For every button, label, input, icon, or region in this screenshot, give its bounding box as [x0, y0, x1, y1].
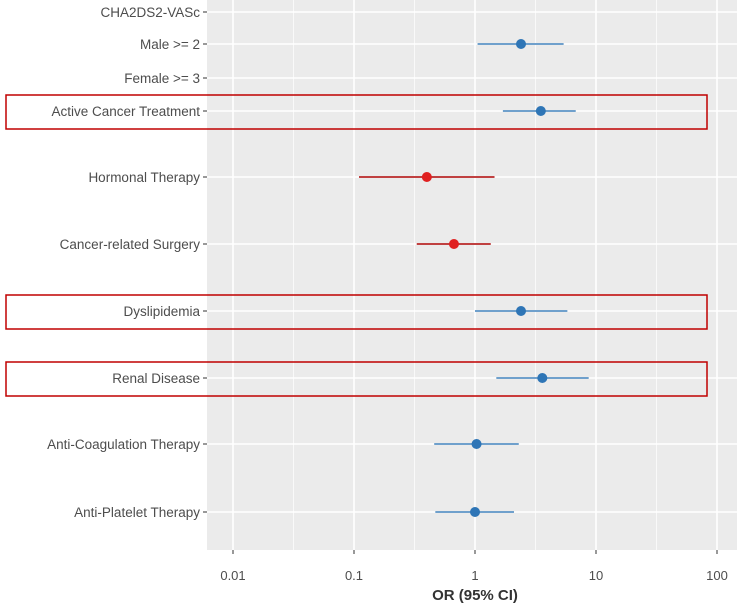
or-point	[448, 239, 459, 249]
x-tick-label: 0.01	[220, 568, 245, 583]
point-layer	[421, 39, 548, 517]
or-point	[516, 39, 527, 49]
row-label: CHA2DS2-VASc	[100, 5, 200, 20]
or-point	[516, 306, 527, 316]
row-label: Renal Disease	[112, 371, 200, 386]
row-label: Female >= 3	[124, 71, 200, 86]
or-point	[535, 106, 546, 116]
row-label: Dyslipidemia	[123, 304, 200, 319]
x-tick-layer: 0.01 0.1 1 10 100	[220, 550, 728, 583]
x-tick-label: 0.1	[345, 568, 363, 583]
highlight-layer	[5, 94, 708, 397]
x-tick-label: 10	[589, 568, 603, 583]
row-label: Anti-Coagulation Therapy	[47, 437, 200, 452]
highlight-box	[5, 94, 708, 130]
or-point	[421, 172, 432, 182]
row-label: Cancer-related Surgery	[60, 237, 201, 252]
or-point	[471, 439, 482, 449]
highlight-box	[5, 361, 708, 397]
row-label: Active Cancer Treatment	[51, 104, 200, 119]
x-tick-label: 1	[471, 568, 478, 583]
row-label: Male >= 2	[140, 37, 200, 52]
plot-panel	[207, 0, 737, 550]
x-axis-title: OR (95% CI)	[432, 587, 518, 604]
or-point	[470, 507, 480, 517]
x-tick-label: 100	[706, 568, 728, 583]
row-label: Anti-Platelet Therapy	[74, 505, 200, 520]
row-label-layer: CHA2DS2-VASc Male >= 2 Female >= 3 Active C…	[47, 5, 207, 520]
highlight-box	[5, 294, 708, 330]
or-point	[537, 373, 548, 383]
row-label: Hormonal Therapy	[88, 170, 200, 185]
